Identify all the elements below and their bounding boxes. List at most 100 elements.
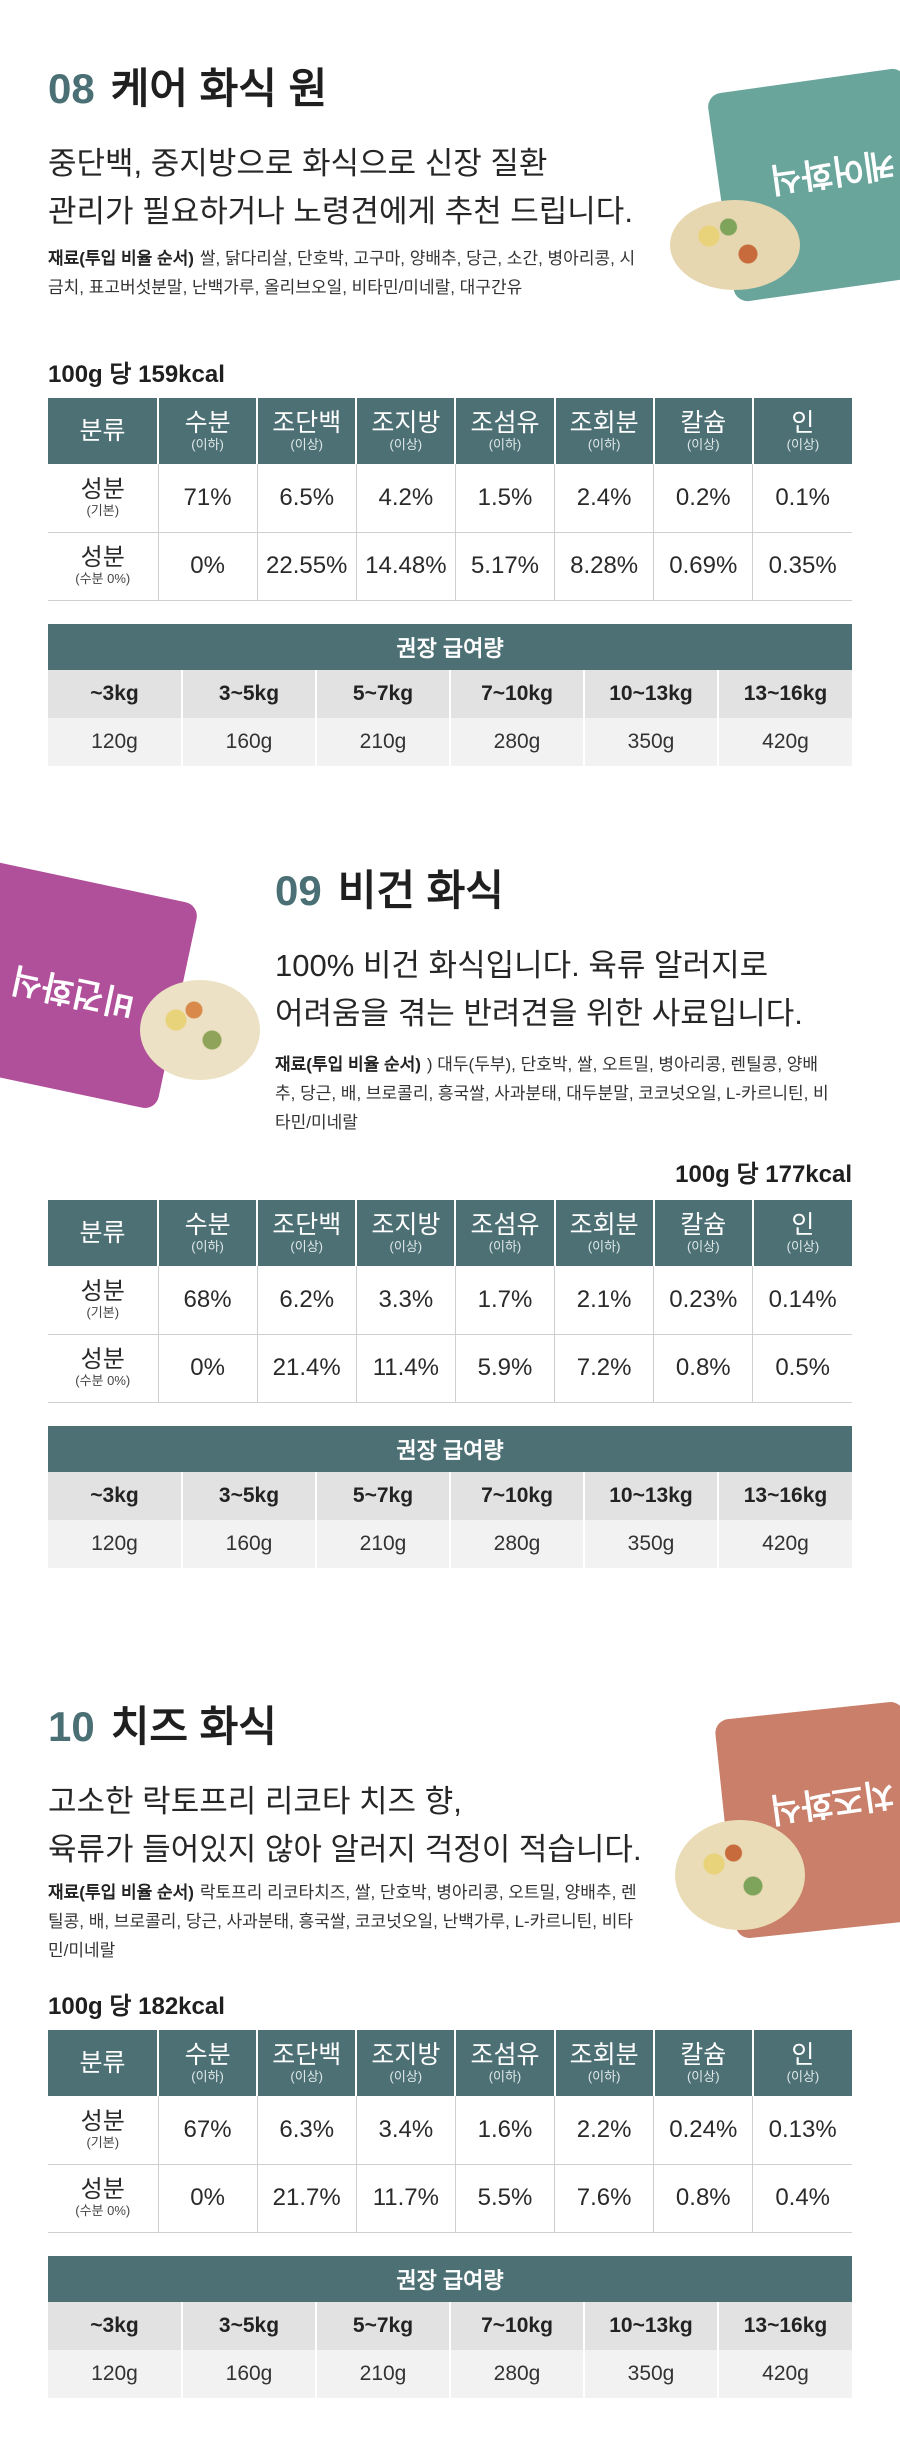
header-category: 분류 bbox=[48, 2030, 159, 2096]
amount-cell: 120g bbox=[48, 2350, 183, 2398]
cell: 5.9% bbox=[455, 1334, 556, 1403]
cell: 6.2% bbox=[257, 1266, 357, 1335]
amount-cell: 210g bbox=[316, 1520, 451, 1568]
cell: 68% bbox=[158, 1266, 258, 1335]
weight-cell: 7~10kg bbox=[450, 670, 585, 718]
row-label: 성분 (기본) bbox=[48, 1266, 159, 1335]
weight-cell: ~3kg bbox=[48, 1472, 183, 1520]
nutrition-header-row: 분류 수분 (이하) 조단백 (이상) 조지방 (이상) 조섬유 (이하) 조회분 (이하… bbox=[48, 1200, 852, 1266]
cell: 3.4% bbox=[356, 2096, 456, 2165]
cell: 1.6% bbox=[455, 2096, 556, 2165]
amount-cell: 120g bbox=[48, 1520, 183, 1568]
cell: 7.2% bbox=[554, 1334, 655, 1403]
header-fiber: 조섬유 (이하) bbox=[455, 398, 556, 464]
cell: 0.23% bbox=[653, 1266, 754, 1335]
ingredients-list: ) 대두(두부), 단호박, 쌀, 오트밀, 병아리콩, 렌틸콩, 양배추, 당… bbox=[275, 1055, 829, 1132]
weight-cell: 13~16kg bbox=[718, 2302, 852, 2350]
product-title: 09 비건 화식 bbox=[275, 870, 504, 912]
cell: 7.6% bbox=[554, 2164, 655, 2233]
row-label: 성분 (수분 0%) bbox=[48, 2164, 159, 2233]
cell: 0% bbox=[158, 532, 258, 601]
amount-cell: 420g bbox=[718, 2350, 852, 2398]
weight-cell: 7~10kg bbox=[450, 1472, 585, 1520]
weight-cell: 5~7kg bbox=[316, 1472, 451, 1520]
header-phosphorus: 인 (이상) bbox=[752, 398, 852, 464]
cell: 67% bbox=[158, 2096, 258, 2165]
ingredients: 재료(투입 비율 순서) 락토프리 리코타치즈, 쌀, 단호박, 병아리콩, 오트… bbox=[48, 1878, 648, 1965]
cell: 22.55% bbox=[257, 532, 357, 601]
row-label: 성분 (수분 0%) bbox=[48, 532, 159, 601]
row-label: 성분 (기본) bbox=[48, 2096, 159, 2165]
header-calcium: 칼슘 (이상) bbox=[653, 2030, 754, 2096]
ingredients-list: 락토프리 리코타치즈, 쌀, 단호박, 병아리콩, 오트밀, 양배추, 렌틸콩,… bbox=[48, 1883, 637, 1960]
header-ash: 조회분 (이하) bbox=[554, 398, 655, 464]
product-title: 10 치즈 화식 bbox=[48, 1706, 277, 1748]
cell: 2.2% bbox=[554, 2096, 655, 2165]
weight-cell: 13~16kg bbox=[718, 670, 852, 718]
cell: 5.5% bbox=[455, 2164, 556, 2233]
ingredients: 재료(투입 비율 순서) 쌀, 닭다리살, 단호박, 고구마, 양배추, 당근, … bbox=[48, 244, 638, 302]
feeding-table: 권장 급여량 ~3kg 3~5kg 5~7kg 7~10kg 10~13kg 1… bbox=[48, 2256, 852, 2398]
header-ash: 조회분 (이하) bbox=[554, 1200, 655, 1266]
weight-cell: 3~5kg bbox=[182, 2302, 317, 2350]
cell: 0.69% bbox=[653, 532, 754, 601]
cell: 5.17% bbox=[455, 532, 556, 601]
cell: 6.3% bbox=[257, 2096, 357, 2165]
weight-cell: 10~13kg bbox=[584, 670, 719, 718]
nutrition-table: 분류 수분 (이하) 조단백 (이상) 조지방 (이상) 조섬유 (이하) 조회분 (이하… bbox=[48, 2030, 852, 2233]
description-line: 100% 비건 화식입니다. 육류 알러지로 bbox=[275, 948, 769, 983]
amount-cell: 350g bbox=[584, 2350, 719, 2398]
cell: 21.7% bbox=[257, 2164, 357, 2233]
header-calcium: 칼슘 (이상) bbox=[653, 398, 754, 464]
nutrition-header-row: 분류 수분 (이하) 조단백 (이상) 조지방 (이상) 조섬유 (이하) 조회분 (이하… bbox=[48, 2030, 852, 2096]
weight-cell: 10~13kg bbox=[584, 1472, 719, 1520]
description-line: 육류가 들어있지 않아 알러지 걱정이 적습니다. bbox=[48, 1832, 642, 1867]
header-moisture: 수분 (이하) bbox=[158, 398, 259, 464]
cell: 11.7% bbox=[356, 2164, 456, 2233]
amount-cell: 160g bbox=[182, 2350, 317, 2398]
amount-cell: 160g bbox=[182, 1520, 317, 1568]
amount-cell: 160g bbox=[182, 718, 317, 766]
product-number: 10 bbox=[48, 1703, 95, 1750]
amount-cell: 420g bbox=[718, 1520, 852, 1568]
product-section-08: 08 케어 화식 원 중단백, 중지방으로 화식으로 신장 질환 관리가 필요하거… bbox=[0, 0, 900, 800]
kcal-info: 100g 당 177kcal bbox=[675, 1161, 852, 1188]
header-moisture: 수분 (이하) bbox=[158, 1200, 259, 1266]
nutrition-row-basic: 성분 (기본) 71% 6.5% 4.2% 1.5% 2.4% 0.2% 0.1% bbox=[48, 464, 852, 533]
header-fat: 조지방 (이상) bbox=[356, 398, 457, 464]
description-line: 고소한 락토프리 리코타 치즈 향, bbox=[48, 1784, 462, 1819]
weight-row: ~3kg 3~5kg 5~7kg 7~10kg 10~13kg 13~16kg bbox=[48, 2302, 852, 2350]
row-label: 성분 (기본) bbox=[48, 464, 159, 533]
amount-cell: 420g bbox=[718, 718, 852, 766]
weight-cell: ~3kg bbox=[48, 2302, 183, 2350]
amount-row: 120g 160g 210g 280g 350g 420g bbox=[48, 2350, 852, 2398]
amount-cell: 210g bbox=[316, 2350, 451, 2398]
cell: 0% bbox=[158, 1334, 258, 1403]
nutrition-row-dry: 성분 (수분 0%) 0% 22.55% 14.48% 5.17% 8.28% 0… bbox=[48, 532, 852, 601]
header-protein: 조단백 (이상) bbox=[257, 2030, 358, 2096]
product-number: 09 bbox=[275, 867, 322, 914]
cell: 0.35% bbox=[752, 532, 852, 601]
weight-cell: ~3kg bbox=[48, 670, 183, 718]
amount-row: 120g 160g 210g 280g 350g 420g bbox=[48, 718, 852, 766]
amount-cell: 280g bbox=[450, 1520, 585, 1568]
cell: 0.4% bbox=[752, 2164, 852, 2233]
product-number: 08 bbox=[48, 65, 95, 112]
feeding-table: 권장 급여량 ~3kg 3~5kg 5~7kg 7~10kg 10~13kg 1… bbox=[48, 624, 852, 766]
product-description: 중단백, 중지방으로 화식으로 신장 질환 관리가 필요하거나 노령견에게 추천… bbox=[48, 140, 633, 236]
feeding-table: 권장 급여량 ~3kg 3~5kg 5~7kg 7~10kg 10~13kg 1… bbox=[48, 1426, 852, 1568]
cell: 0.24% bbox=[653, 2096, 754, 2165]
weight-row: ~3kg 3~5kg 5~7kg 7~10kg 10~13kg 13~16kg bbox=[48, 670, 852, 718]
weight-cell: 13~16kg bbox=[718, 1472, 852, 1520]
cell: 0.8% bbox=[653, 1334, 754, 1403]
cell: 11.4% bbox=[356, 1334, 456, 1403]
product-description: 100% 비건 화식입니다. 육류 알러지로 어려움을 겪는 반려견을 위한 사… bbox=[275, 942, 803, 1038]
amount-cell: 210g bbox=[316, 718, 451, 766]
cell: 1.5% bbox=[455, 464, 556, 533]
cell: 8.28% bbox=[554, 532, 655, 601]
product-bag-image: 케어화식 bbox=[660, 67, 900, 310]
product-section-09: 09 비건 화식 100% 비건 화식입니다. 육류 알러지로 어려움을 겪는 반… bbox=[0, 800, 900, 1620]
nutrition-row-dry: 성분 (수분 0%) 0% 21.4% 11.4% 5.9% 7.2% 0.8% … bbox=[48, 1334, 852, 1403]
feeding-caption: 권장 급여량 bbox=[48, 2256, 852, 2302]
cell: 14.48% bbox=[356, 532, 456, 601]
